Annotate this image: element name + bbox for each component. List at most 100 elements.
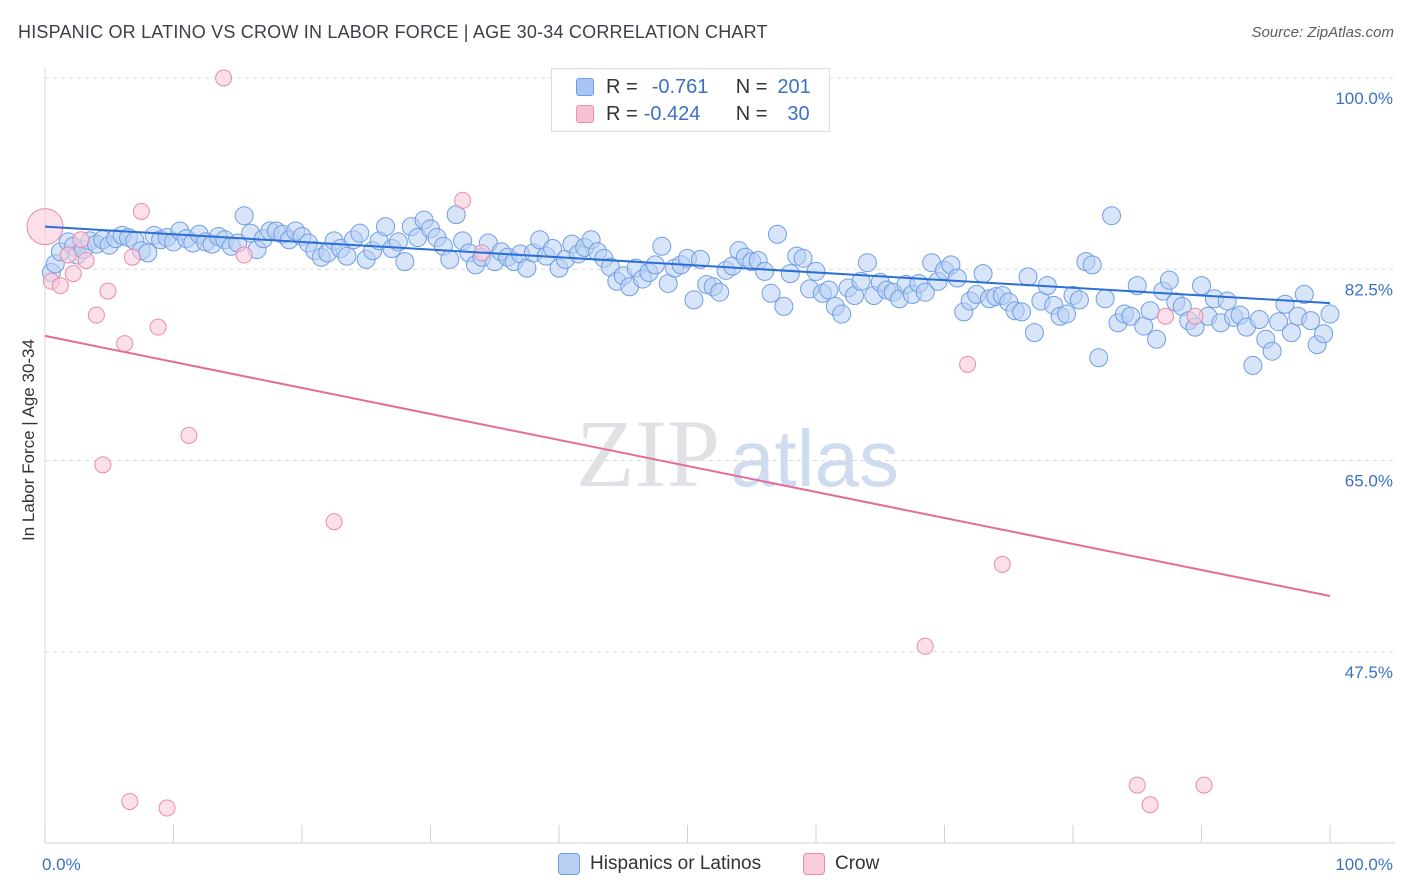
point-crow (77, 252, 95, 270)
point-crow (99, 282, 117, 300)
point-hispanics (1140, 301, 1160, 321)
point-crow (94, 456, 112, 474)
point-hispanics (1057, 304, 1077, 324)
legend-n-label: N = (735, 75, 768, 98)
point-hispanics (1301, 311, 1321, 331)
point-crow (121, 792, 139, 810)
point-hispanics (710, 282, 730, 302)
point-hispanics (1069, 290, 1089, 310)
point-crow (87, 306, 105, 324)
point-hispanics (440, 249, 460, 269)
y-axis-label: In Labor Force | Age 30-34 (19, 339, 38, 541)
legend-r-label: R = (606, 75, 638, 98)
legend-r-value: -0.424 (643, 102, 701, 125)
point-hispanics (774, 296, 794, 316)
point-hispanics (1024, 323, 1044, 343)
point-hispanics (767, 224, 787, 244)
legend-swatch-pink (576, 105, 594, 123)
point-crow (64, 265, 82, 283)
point-hispanics (1089, 348, 1109, 368)
trend-line-crow (44, 334, 1331, 597)
point-hispanics (1018, 267, 1038, 287)
point-crow (1128, 776, 1146, 794)
point-crow (158, 799, 176, 817)
point-crow (1141, 796, 1159, 814)
point-crow (1195, 776, 1213, 794)
point-hispanics (915, 282, 935, 302)
point-hispanics (1217, 291, 1237, 311)
point-hispanics (234, 206, 254, 226)
point-hispanics (1127, 276, 1147, 296)
watermark: ZIP atlas (576, 400, 899, 507)
point-hispanics (1012, 302, 1032, 322)
point-hispanics (395, 252, 415, 272)
series-crow-points (26, 69, 1213, 817)
point-hispanics (652, 236, 672, 256)
point-crow (215, 69, 233, 87)
point-hispanics (780, 264, 800, 284)
point-hispanics (1159, 270, 1179, 290)
tick-labels: 47.5% 65.0% 82.5% 100.0% 0.0% 100.0% (42, 89, 1393, 874)
legend-label-hispanics: Hispanics or Latinos (590, 853, 762, 874)
point-crow (59, 246, 77, 264)
point-crow (1157, 307, 1175, 325)
legend-row-hispanics: R = -0.761 N = 201 (576, 75, 811, 99)
legend-n-value: 30 (787, 102, 810, 125)
point-hispanics (793, 248, 813, 268)
point-crow (132, 202, 150, 220)
point-crow (916, 637, 934, 655)
trend-line-hispanics (44, 225, 1331, 305)
point-hispanics (350, 223, 370, 243)
point-crow (149, 318, 167, 336)
stats-legend: R = -0.761 N = 201 R = -0.424 N = 30 (551, 68, 830, 132)
point-hispanics (337, 246, 357, 266)
point-hispanics (1121, 306, 1141, 326)
watermark-zip: ZIP (576, 400, 720, 507)
point-crow (116, 335, 134, 353)
point-hispanics (1314, 324, 1334, 344)
legend-n-label: N = (735, 102, 768, 125)
point-hispanics (1082, 255, 1102, 275)
legend-row-crow: R = -0.424 N = 30 (576, 102, 810, 126)
point-crow (123, 248, 141, 266)
y-tick-label: 82.5% (1345, 280, 1393, 299)
watermark-atlas: atlas (730, 414, 899, 503)
y-tick-label: 65.0% (1345, 472, 1393, 491)
point-crow (1186, 307, 1204, 325)
point-hispanics (690, 249, 710, 269)
legend-swatch-blue (558, 853, 580, 875)
point-crow (454, 191, 472, 209)
trend-lines (44, 225, 1331, 597)
axes (44, 68, 1395, 844)
point-crow (993, 555, 1011, 573)
x-tick-label: 100.0% (1335, 855, 1393, 874)
point-hispanics (1095, 289, 1115, 309)
point-hispanics (1269, 312, 1289, 332)
point-hispanics (1281, 323, 1301, 343)
point-hispanics (755, 261, 775, 281)
legend-item-crow: Crow (803, 850, 879, 878)
point-hispanics (973, 264, 993, 284)
x-tick-label: 0.0% (42, 855, 81, 874)
point-hispanics (1262, 341, 1282, 361)
point-hispanics (684, 290, 704, 310)
point-crow (235, 246, 253, 264)
point-hispanics (947, 268, 967, 288)
legend-n-value: 201 (777, 75, 811, 98)
source-label: Source: ZipAtlas.com (1251, 24, 1394, 41)
point-hispanics (851, 271, 871, 291)
point-hispanics (819, 280, 839, 300)
legend-label-crow: Crow (835, 853, 880, 874)
point-hispanics (1147, 329, 1167, 349)
point-crow (72, 231, 90, 249)
point-crow (51, 277, 69, 295)
point-hispanics (376, 217, 396, 237)
y-axis-label-wrap: In Labor Force | Age 30-34 (17, 305, 41, 575)
y-tick-label: 47.5% (1345, 663, 1393, 682)
grid-lines (45, 77, 1395, 653)
legend-item-hispanics: Hispanics or Latinos (558, 850, 761, 878)
point-hispanics (761, 283, 781, 303)
legend-r-value: -0.761 (651, 75, 709, 98)
point-hispanics (1294, 284, 1314, 304)
